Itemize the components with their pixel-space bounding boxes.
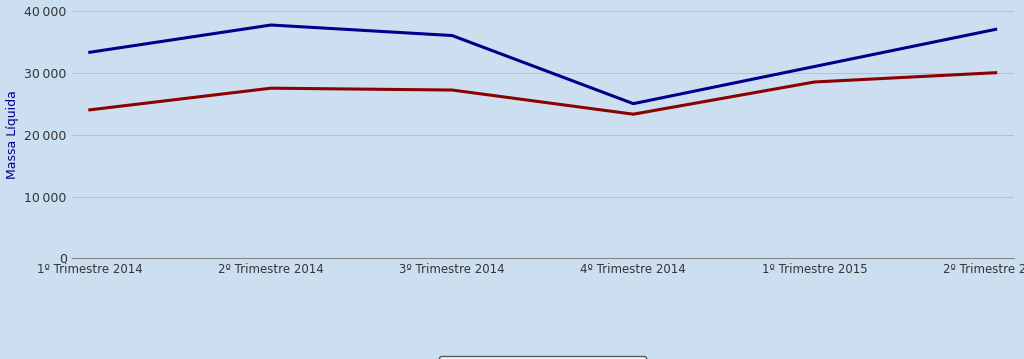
Legend: Entrada, Saída: Entrada, Saída	[439, 355, 646, 359]
Y-axis label: Massa Líquida: Massa Líquida	[6, 90, 18, 179]
